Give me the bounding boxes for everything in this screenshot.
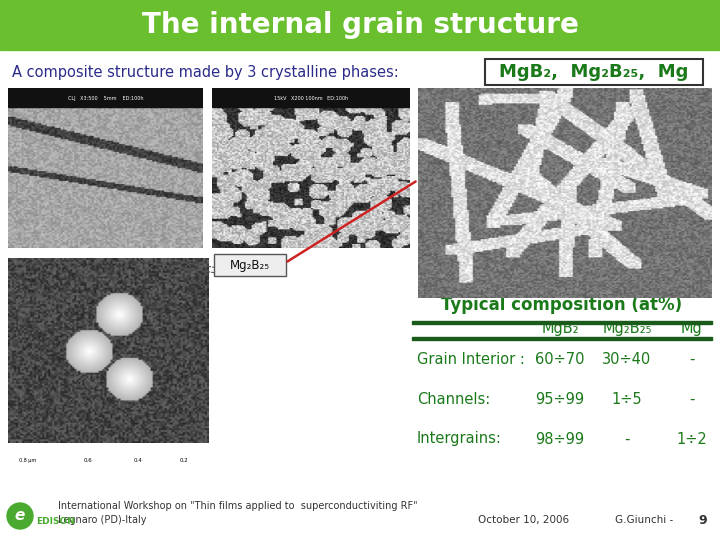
Text: Channels:: Channels: [417, 392, 490, 407]
Text: October 10, 2006: October 10, 2006 [478, 515, 569, 525]
Text: 60÷70: 60÷70 [535, 352, 585, 367]
Text: Typical composition (at%): Typical composition (at%) [441, 296, 683, 314]
Bar [412, 321, 712, 324]
Text: e: e [15, 509, 25, 523]
Text: MgB₂,  Mg₂B₂₅,  Mg: MgB₂, Mg₂B₂₅, Mg [499, 63, 689, 81]
Text: -: - [689, 352, 695, 367]
Text: MgB₂: MgB₂ [541, 321, 579, 336]
FancyBboxPatch shape [214, 254, 286, 276]
Text: 9: 9 [698, 514, 706, 526]
Text: The internal grain structure: The internal grain structure [142, 11, 578, 39]
Text: Mg: Mg [681, 321, 703, 336]
Text: Grain Interior :: Grain Interior : [417, 352, 525, 367]
Text: -: - [624, 431, 630, 447]
Text: -: - [689, 392, 695, 407]
Text: A composite structure made by 3 crystalline phases:: A composite structure made by 3 crystall… [12, 64, 399, 79]
Text: G.Giunchi -: G.Giunchi - [615, 515, 673, 525]
Text: 1÷2: 1÷2 [677, 431, 707, 447]
Text: 1÷5: 1÷5 [612, 392, 642, 407]
Text: International Workshop on "Thin films applied to  superconductiviting RF": International Workshop on "Thin films ap… [58, 501, 418, 511]
Text: Mg₂B₂₅: Mg₂B₂₅ [230, 259, 270, 272]
Text: 30÷40: 30÷40 [603, 352, 652, 367]
Text: Intergrains:: Intergrains: [417, 431, 502, 447]
Text: EDISON: EDISON [36, 516, 75, 525]
Circle shape [7, 503, 33, 529]
Text: Legnaro (PD)-Italy: Legnaro (PD)-Italy [58, 515, 146, 525]
Text: 98÷99: 98÷99 [536, 431, 585, 447]
Bar [412, 337, 712, 340]
Bar [0, 0, 720, 50]
FancyBboxPatch shape [485, 59, 703, 85]
Text: 95÷99: 95÷99 [536, 392, 585, 407]
Text: Mg₂B₂₅: Mg₂B₂₅ [602, 321, 652, 336]
